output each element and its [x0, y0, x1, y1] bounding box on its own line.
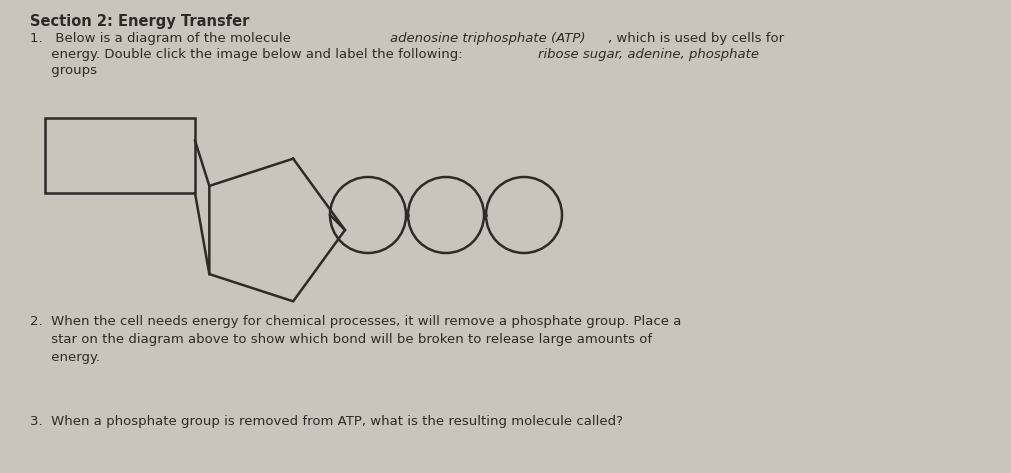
- Bar: [44, 118, 195, 193]
- Text: , which is used by cells for: , which is used by cells for: [608, 32, 784, 45]
- Text: 1.   Below is a diagram of the molecule: 1. Below is a diagram of the molecule: [30, 32, 295, 45]
- Text: 3.  When a phosphate group is removed from ATP, what is the resulting molecule c: 3. When a phosphate group is removed fro…: [30, 415, 623, 428]
- Text: ribose sugar, adenine, phosphate: ribose sugar, adenine, phosphate: [538, 48, 758, 61]
- Text: Section 2: Energy Transfer: Section 2: Energy Transfer: [30, 14, 249, 29]
- Text: 2.  When the cell needs energy for chemical processes, it will remove a phosphat: 2. When the cell needs energy for chemic…: [30, 315, 680, 364]
- Text: groups: groups: [30, 64, 97, 77]
- Text: adenosine triphosphate (ATP): adenosine triphosphate (ATP): [389, 32, 585, 45]
- Text: energy. Double click the image below and label the following:: energy. Double click the image below and…: [30, 48, 466, 61]
